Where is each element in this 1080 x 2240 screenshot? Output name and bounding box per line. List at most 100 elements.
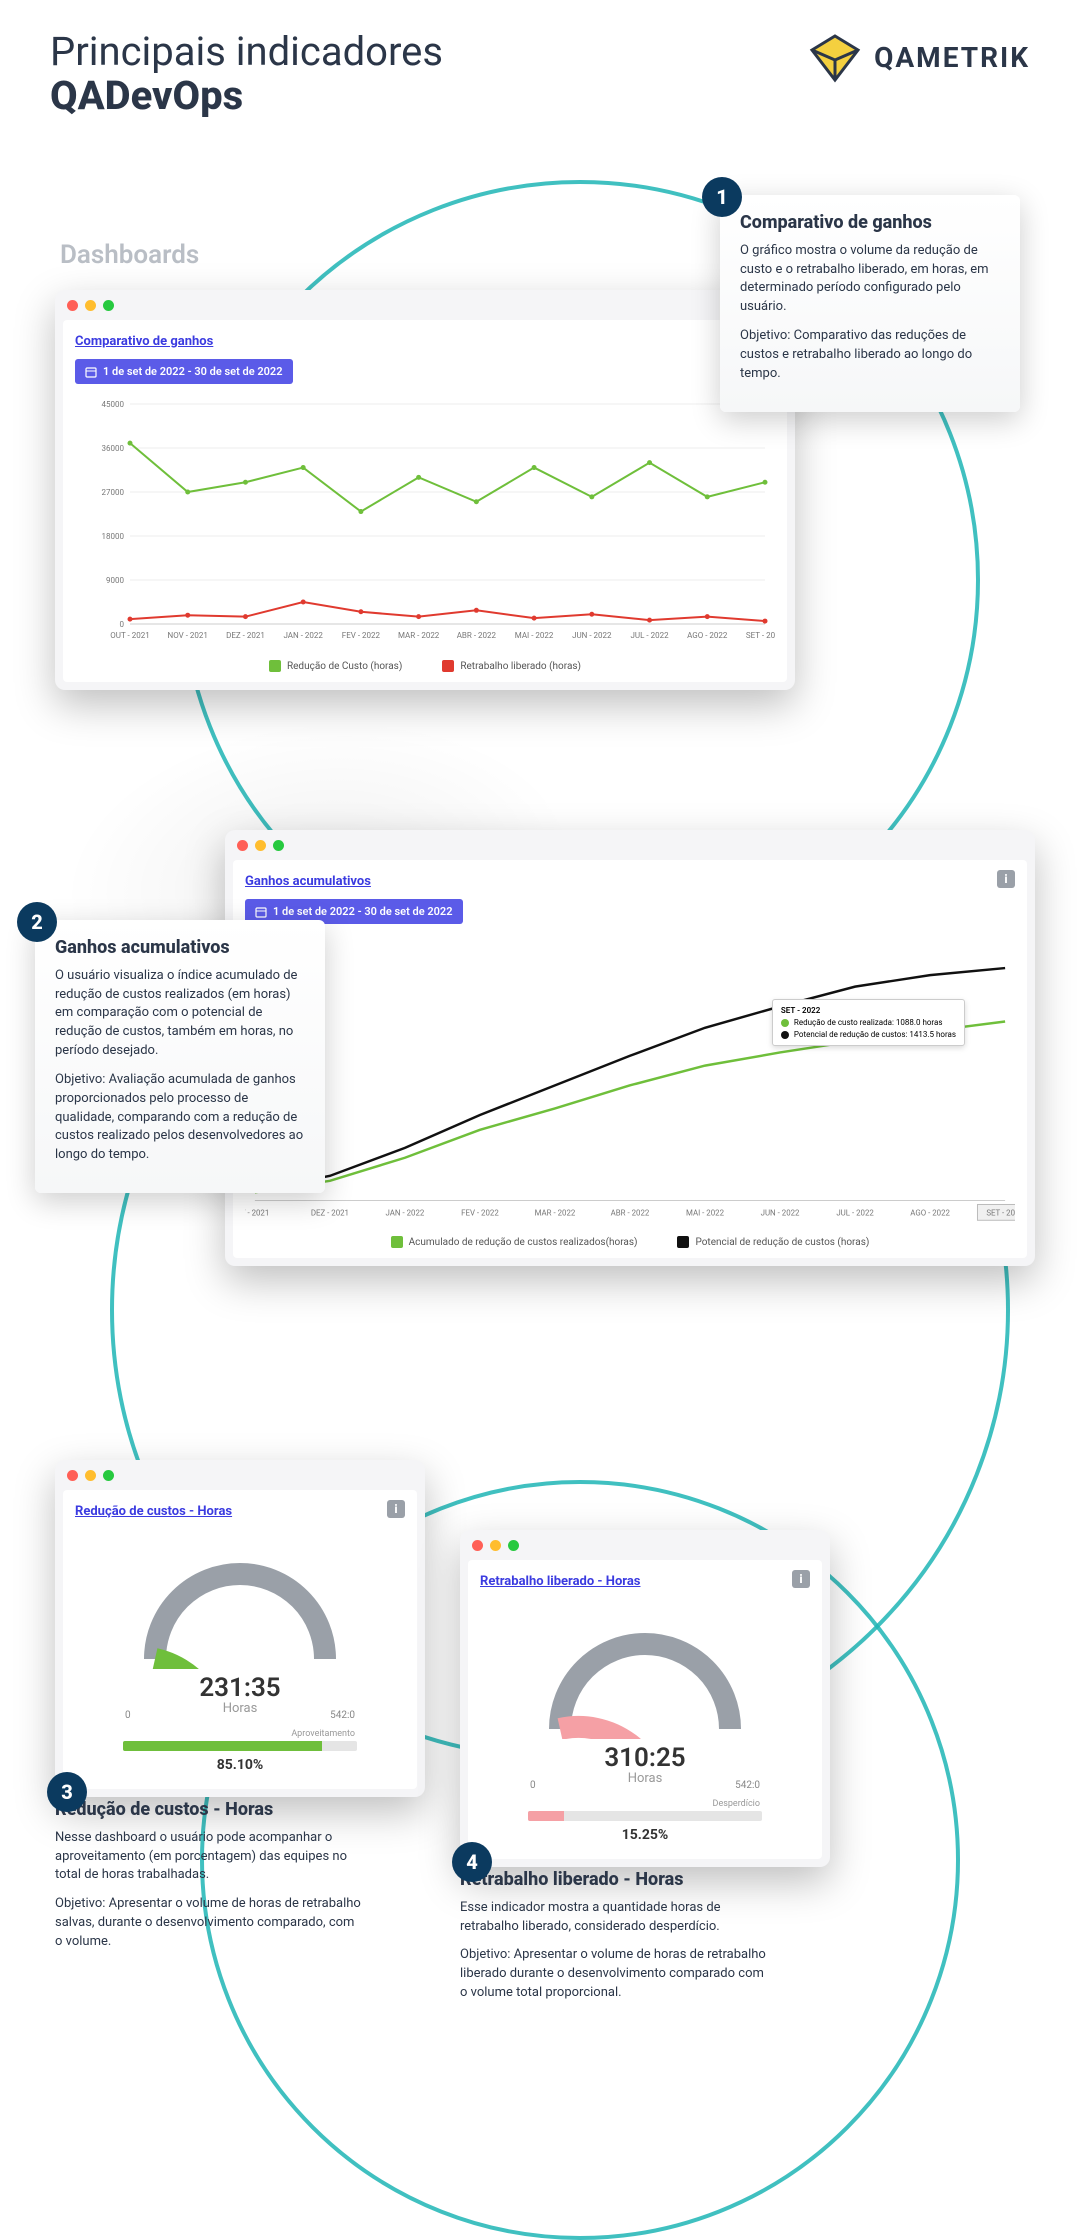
card-title-link[interactable]: Retrabalho liberado - Horas: [480, 1574, 640, 1589]
callout-title: Retrabalho liberado - Horas: [460, 1870, 770, 1891]
date-range-text: 1 de set de 2022 - 30 de set de 2022: [273, 905, 453, 918]
maximize-icon[interactable]: [508, 1540, 519, 1551]
gauge-max: 542:0: [330, 1710, 355, 1721]
svg-text:DEZ - 2021: DEZ - 2021: [311, 1208, 349, 1217]
svg-text:DEZ - 2021: DEZ - 2021: [226, 631, 265, 640]
callout-text: Objetivo: Apresentar o volume de horas d…: [55, 1895, 365, 1952]
callout-title: Redução de custos - Horas: [55, 1800, 365, 1821]
info-icon[interactable]: i: [387, 1500, 405, 1518]
svg-text:AGO - 2022: AGO - 2022: [687, 631, 728, 640]
info-icon[interactable]: i: [792, 1570, 810, 1588]
info-icon[interactable]: i: [997, 870, 1015, 888]
svg-text:SET - 2022: SET - 2022: [986, 1208, 1015, 1217]
svg-text:45000: 45000: [102, 400, 125, 409]
gauge-min: 0: [125, 1710, 131, 1721]
progress-pct: 85.10%: [95, 1757, 385, 1773]
svg-text:0: 0: [120, 620, 125, 629]
svg-text:JUN - 2022: JUN - 2022: [572, 631, 612, 640]
close-icon[interactable]: [472, 1540, 483, 1551]
line-chart-2: V - 2021DEZ - 2021JAN - 2022FEV - 2022MA…: [245, 934, 1015, 1230]
svg-text:JAN - 2022: JAN - 2022: [283, 631, 323, 640]
callout-text: Objetivo: Apresentar o volume de horas d…: [460, 1946, 770, 2003]
legend-swatch: [442, 660, 454, 672]
svg-text:18000: 18000: [102, 532, 125, 541]
header: Principais indicadores QADevOps QAMETRIK: [50, 30, 1030, 118]
badge-number: 1: [702, 177, 742, 217]
titlebar: [55, 1460, 425, 1490]
svg-text:9000: 9000: [106, 576, 124, 585]
date-range-pill[interactable]: 1 de set de 2022 - 30 de set de 2022: [75, 359, 293, 384]
section-heading: Dashboards: [60, 240, 199, 270]
callout-1: 1 Comparativo de ganhos O gráfico mostra…: [720, 195, 1020, 412]
title-line2: QADevOps: [50, 72, 243, 119]
card-title-link[interactable]: Ganhos acumulativos: [245, 874, 371, 889]
callout-text: Esse indicador mostra a quantidade horas…: [460, 1899, 770, 1937]
badge-number: 4: [452, 1842, 492, 1882]
close-icon[interactable]: [67, 1470, 78, 1481]
badge-number: 3: [47, 1772, 87, 1812]
close-icon[interactable]: [237, 840, 248, 851]
svg-text:FEV - 2022: FEV - 2022: [342, 631, 381, 640]
tooltip-dot: [781, 1031, 789, 1039]
window-comparativo: Comparativo de ganhos 1 de set de 2022 -…: [55, 290, 795, 690]
legend-label: Redução de Custo (horas): [287, 661, 402, 672]
progress-fill: [123, 1741, 322, 1751]
maximize-icon[interactable]: [273, 840, 284, 851]
legend-swatch: [677, 1236, 689, 1248]
maximize-icon[interactable]: [103, 300, 114, 311]
progress-bar: [528, 1811, 762, 1821]
card-title-link[interactable]: Redução de custos - Horas: [75, 1504, 232, 1519]
window-body: Redução de custos - Horas i 231:35 Horas…: [63, 1490, 417, 1789]
svg-text:36000: 36000: [102, 444, 125, 453]
titlebar: [55, 290, 795, 320]
svg-text:V - 2021: V - 2021: [245, 1208, 269, 1217]
chart-tooltip: SET - 2022 Redução de custo realizada: 1…: [772, 999, 965, 1046]
window-ganhos: Ganhos acumulativos i 1 de set de 2022 -…: [225, 830, 1035, 1266]
calendar-icon: [255, 906, 267, 918]
svg-text:AGO - 2022: AGO - 2022: [910, 1208, 950, 1217]
legend-swatch: [269, 660, 281, 672]
gauge: 231:35 Horas 0542:0 Aproveitamento 85.10…: [75, 1529, 405, 1779]
callout-title: Ganhos acumulativos: [55, 938, 305, 959]
maximize-icon[interactable]: [103, 1470, 114, 1481]
gauge: 310:25 Horas 0542:0 Desperdício 15.25%: [480, 1599, 810, 1849]
tooltip-row: Potencial de redução de custos: 1413.5 h…: [781, 1030, 956, 1039]
svg-text:OUT - 2021: OUT - 2021: [110, 631, 149, 640]
title-line1: Principais indicadores: [50, 28, 443, 75]
legend: Acumulado de redução de custos realizado…: [245, 1236, 1015, 1248]
legend-item: Acumulado de redução de custos realizado…: [391, 1236, 638, 1248]
card-title-link[interactable]: Comparativo de ganhos: [75, 334, 213, 349]
svg-text:ABR - 2022: ABR - 2022: [457, 631, 497, 640]
minimize-icon[interactable]: [255, 840, 266, 851]
tooltip-text: Potencial de redução de custos: 1413.5 h…: [794, 1030, 956, 1039]
titlebar: [460, 1530, 830, 1560]
minimize-icon[interactable]: [85, 1470, 96, 1481]
callout-text: Nesse dashboard o usuário pode acompanha…: [55, 1829, 365, 1886]
tooltip-row: Redução de custo realizada: 1088.0 horas: [781, 1018, 956, 1027]
window-retrabalho: Retrabalho liberado - Horas i 310:25 Hor…: [460, 1530, 830, 1867]
callout-4: 4 Retrabalho liberado - Horas Esse indic…: [460, 1860, 770, 2023]
brand-logo: QAMETRIK: [808, 30, 1030, 84]
tooltip-dot: [781, 1019, 789, 1027]
close-icon[interactable]: [67, 300, 78, 311]
svg-text:JUL - 2022: JUL - 2022: [836, 1208, 874, 1217]
legend-label: Acumulado de redução de custos realizado…: [409, 1237, 638, 1248]
minimize-icon[interactable]: [85, 300, 96, 311]
svg-text:JUN - 2022: JUN - 2022: [761, 1208, 800, 1217]
tooltip-text: Redução de custo realizada: 1088.0 horas: [794, 1018, 943, 1027]
legend-label: Retrabalho liberado (horas): [460, 661, 581, 672]
window-body: Ganhos acumulativos i 1 de set de 2022 -…: [233, 860, 1027, 1258]
legend-item: Potencial de redução de custos (horas): [677, 1236, 869, 1248]
svg-text:MAI - 2022: MAI - 2022: [686, 1208, 725, 1217]
gauge-value: 310:25: [500, 1743, 790, 1773]
progress-pct: 15.25%: [500, 1827, 790, 1843]
brand-name: QAMETRIK: [874, 41, 1030, 74]
badge-number: 2: [17, 902, 57, 942]
calendar-icon: [85, 366, 97, 378]
svg-text:MAR - 2022: MAR - 2022: [398, 631, 440, 640]
progress-bar: [123, 1741, 357, 1751]
gauge-min: 0: [530, 1780, 536, 1791]
callout-text: O gráfico mostra o volume da redução de …: [740, 242, 1000, 317]
minimize-icon[interactable]: [490, 1540, 501, 1551]
legend-label: Potencial de redução de custos (horas): [695, 1237, 869, 1248]
